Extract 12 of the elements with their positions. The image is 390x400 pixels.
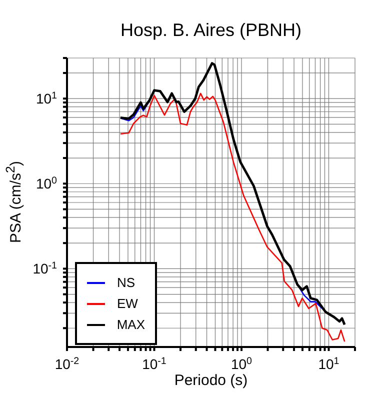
x-axis-title: Periodo (s) bbox=[173, 372, 249, 389]
legend-label: MAX bbox=[116, 317, 145, 332]
legend-label: NS bbox=[117, 275, 136, 290]
y-tick-label: 10$^{0}$ bbox=[36, 175, 58, 192]
x-tick-label: 10$^{-2}$ bbox=[54, 356, 80, 372]
x-tick-label: 10$^{0}$ bbox=[230, 356, 253, 372]
chart-title: Hosp. B. Aires (PBNH) bbox=[119, 20, 303, 41]
x-tick-label: 10$^{1}$ bbox=[318, 356, 340, 372]
y-tick-label: 10$^{-1}$ bbox=[32, 260, 57, 277]
legend-label: EW bbox=[117, 296, 138, 311]
y-tick-label: 10$^{1}$ bbox=[36, 90, 57, 107]
x-tick-label: 10$^{-1}$ bbox=[142, 356, 166, 372]
